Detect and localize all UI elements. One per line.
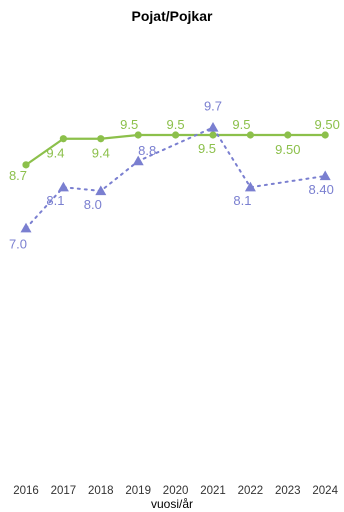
data-label-green-2020: 9.5 (167, 117, 185, 132)
x-tick-2023: 2023 (275, 485, 301, 497)
data-label-blue-2017: 8.1 (46, 193, 64, 208)
point-green-2020 (172, 131, 180, 139)
x-tick-2021: 2021 (200, 485, 226, 497)
x-tick-2019: 2019 (125, 485, 151, 497)
series-layer (20, 122, 331, 233)
point-green-2023 (284, 131, 292, 139)
data-label-green-2022: 9.5 (232, 117, 250, 132)
data-label-blue-2016: 7.0 (9, 236, 27, 251)
x-axis-ticks: 2016 2017 2018 2019 2020 2021 2022 2023 2024 (13, 485, 338, 497)
data-label-green-2018: 9.4 (92, 146, 110, 161)
chart-title: Pojat/Pojkar (132, 8, 213, 24)
data-label-green-2023: 9.50 (275, 142, 300, 157)
data-label-blue-2019: 8.8 (138, 143, 156, 158)
data-label-blue-2018: 8.0 (84, 197, 102, 212)
data-label-green-2019: 9.5 (120, 117, 138, 132)
point-blue-2018 (95, 185, 107, 196)
x-axis-label: vuosi/år (151, 497, 193, 511)
data-label-green-2021: 9.5 (198, 141, 216, 156)
point-green-2019 (134, 131, 142, 139)
point-blue-2022 (244, 181, 256, 192)
x-tick-2016: 2016 (13, 485, 39, 497)
x-tick-2020: 2020 (163, 485, 189, 497)
point-green-2024 (321, 131, 329, 139)
data-label-green-2017: 9.4 (46, 146, 64, 161)
point-blue-2021 (207, 122, 219, 132)
point-green-2022 (246, 131, 254, 139)
x-tick-2017: 2017 (51, 485, 77, 497)
point-green-2017 (59, 135, 67, 143)
point-blue-2024 (319, 170, 331, 181)
x-tick-2018: 2018 (88, 485, 114, 497)
point-green-2021 (209, 131, 217, 139)
data-label-green-2024: 9.50 (315, 117, 340, 132)
data-label-green-2016: 8.7 (9, 168, 27, 183)
point-green-2018 (97, 135, 105, 143)
data-label-layer: 8.7 9.4 9.4 9.5 9.5 9.5 9.5 9.50 9.50 7.0 8.1 8.0 8.… (9, 99, 340, 252)
x-tick-2022: 2022 (238, 485, 264, 497)
point-blue-2019 (132, 155, 144, 166)
data-label-blue-2021: 9.7 (204, 99, 222, 114)
point-green-2016 (22, 161, 30, 169)
data-label-blue-2024: 8.40 (309, 182, 334, 197)
x-tick-2024: 2024 (312, 485, 338, 497)
data-label-blue-2022: 8.1 (233, 193, 251, 208)
point-blue-2017 (57, 181, 69, 192)
point-blue-2016 (20, 222, 32, 233)
